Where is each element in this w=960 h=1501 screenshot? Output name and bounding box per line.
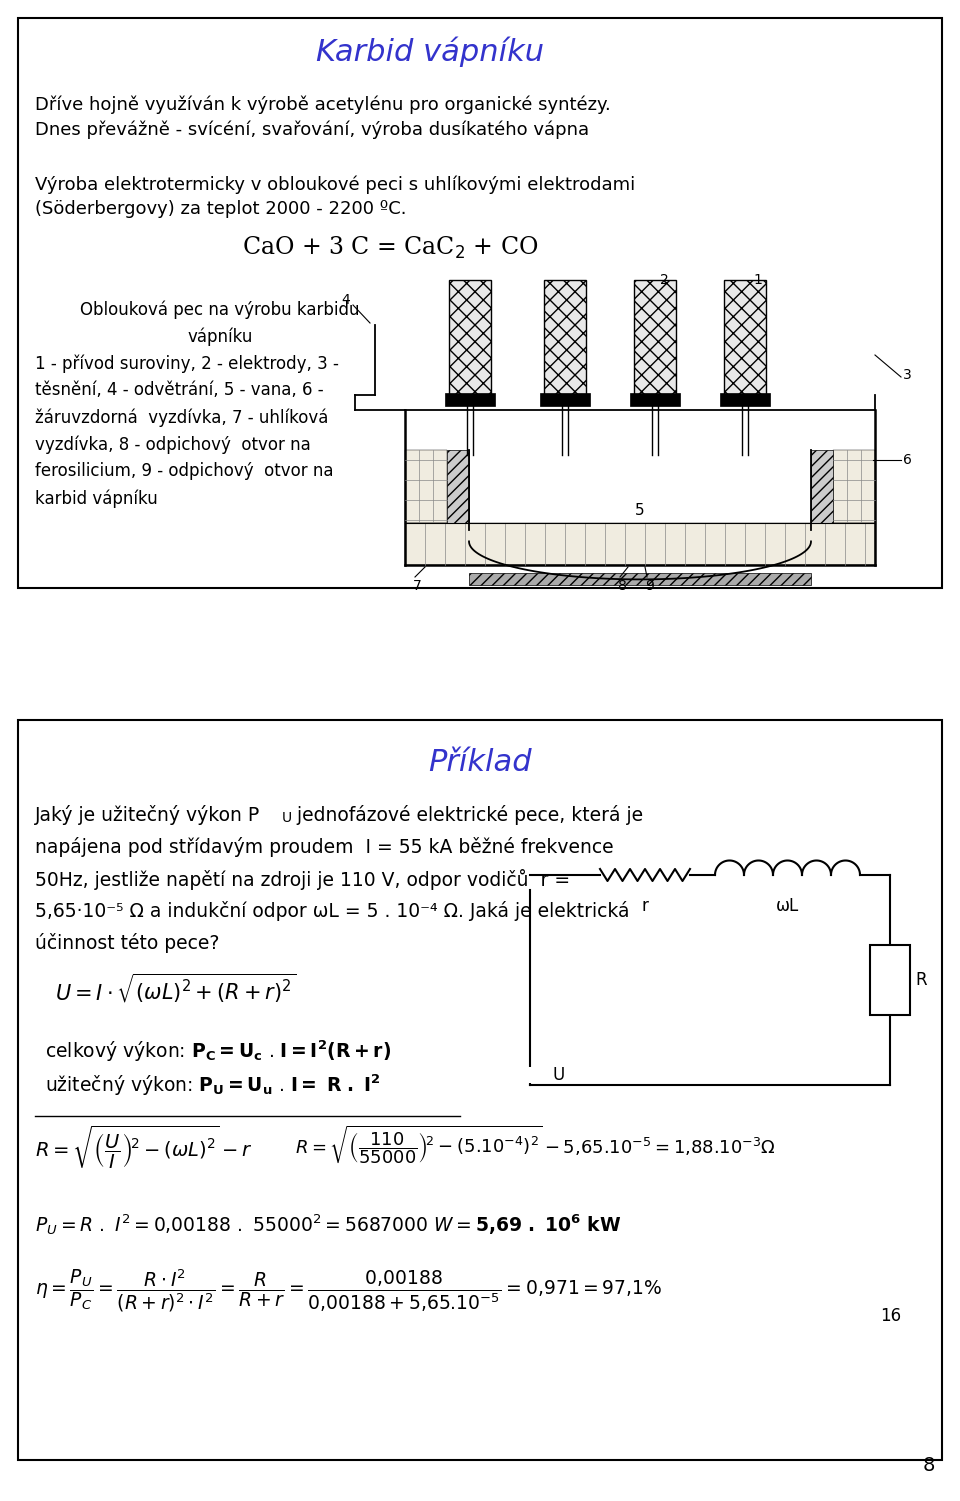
Text: 9: 9	[645, 579, 654, 593]
Text: U: U	[552, 1066, 564, 1084]
Text: R: R	[915, 971, 926, 989]
Text: 2: 2	[660, 273, 669, 287]
Text: napájena pod střídavým proudem  I = 55 kA běžné frekvence: napájena pod střídavým proudem I = 55 kA…	[35, 838, 613, 857]
Text: ωL: ωL	[776, 898, 799, 916]
Text: účinnost této pece?: účinnost této pece?	[35, 934, 220, 953]
Circle shape	[623, 593, 633, 602]
Text: 1: 1	[753, 273, 762, 287]
Bar	[405, 450, 447, 522]
Bar	[469, 573, 811, 585]
Text: $R = \sqrt{\left(\dfrac{U}{I}\right)^{\!2} - \left(\omega L\right)^2} - r$: $R = \sqrt{\left(\dfrac{U}{I}\right)^{\!…	[35, 1124, 252, 1171]
Text: 3: 3	[903, 368, 912, 381]
Text: Karbid vápníku: Karbid vápníku	[316, 36, 544, 68]
Bar	[634, 281, 676, 399]
Text: r: r	[641, 898, 648, 916]
Text: 8: 8	[618, 579, 627, 593]
Text: U: U	[282, 811, 292, 826]
Circle shape	[523, 1069, 537, 1082]
Text: ferosilicium, 9 - odpichový  otvor na: ferosilicium, 9 - odpichový otvor na	[35, 462, 333, 480]
Text: $U = I \cdot \sqrt{\left(\omega L\right)^2 + \left(R + r\right)^2}$: $U = I \cdot \sqrt{\left(\omega L\right)…	[55, 971, 297, 1004]
Text: (Söderbergovy) za teplot 2000 - 2200 ºC.: (Söderbergovy) za teplot 2000 - 2200 ºC.	[35, 200, 406, 218]
Text: celkový výkon: $\mathbf{P_C = U_c}$ . $\mathbf{I = I^2 (R + r)}$: celkový výkon: $\mathbf{P_C = U_c}$ . $\…	[45, 1039, 391, 1064]
Text: 6: 6	[903, 453, 912, 467]
Bar	[18, 18, 942, 588]
Text: karbid vápníku: karbid vápníku	[35, 489, 157, 507]
Text: 8: 8	[923, 1456, 935, 1475]
Text: Příklad: Příklad	[428, 747, 532, 776]
Bar	[630, 393, 680, 405]
Bar	[447, 450, 469, 522]
Text: žáruvzdorná  vyzdívka, 7 - uhlíková: žáruvzdorná vyzdívka, 7 - uhlíková	[35, 408, 328, 426]
Text: 50Hz, jestliže napětí na zdroji je 110 V, odpor vodičů  r =: 50Hz, jestliže napětí na zdroji je 110 V…	[35, 869, 570, 890]
Text: $R = \sqrt{\left(\dfrac{110}{55000}\right)^{\!2} - \left(5.10^{-4}\right)^2} - 5: $R = \sqrt{\left(\dfrac{110}{55000}\righ…	[295, 1124, 776, 1166]
Bar	[544, 281, 586, 399]
Text: Oblouková pec na výrobu karbidu: Oblouková pec na výrobu karbidu	[81, 300, 360, 318]
Bar	[720, 393, 770, 405]
Text: 4: 4	[341, 293, 350, 308]
Text: vápníku: vápníku	[187, 327, 252, 345]
Text: vyzdívka, 8 - odpichový  otvor na: vyzdívka, 8 - odpichový otvor na	[35, 435, 311, 453]
Bar	[540, 393, 590, 405]
Text: Výroba elektrotermicky v obloukové peci s uhlíkovými elektrodami: Výroba elektrotermicky v obloukové peci …	[35, 176, 636, 194]
Text: $P_U = R \ . \ I^2 = 0{,}00188 \ . \ 55000^2 = 5687000 \ W = \mathbf{5{,}69 \ . : $P_U = R \ . \ I^2 = 0{,}00188 \ . \ 550…	[35, 1211, 621, 1237]
Text: 7: 7	[413, 579, 421, 593]
Text: užitečný výkon: $\mathbf{P_U = U_u}$ . $\mathbf{I = \ R \ . \ I^2}$: užitečný výkon: $\mathbf{P_U = U_u}$ . $…	[45, 1073, 381, 1099]
Bar	[449, 281, 491, 399]
Text: jednofázové elektrické pece, která je: jednofázové elektrické pece, která je	[291, 805, 643, 826]
Text: CaO + 3 C = CaC$_2$ + CO: CaO + 3 C = CaC$_2$ + CO	[242, 234, 539, 261]
Bar	[870, 946, 910, 1015]
Bar	[724, 281, 766, 399]
Text: Jaký je užitečný výkon P: Jaký je užitečný výkon P	[35, 805, 260, 826]
Text: 16: 16	[880, 1307, 901, 1325]
Text: těsnění, 4 - odvětrání, 5 - vana, 6 -: těsnění, 4 - odvětrání, 5 - vana, 6 -	[35, 381, 324, 399]
Text: $\eta = \dfrac{P_U}{P_C} = \dfrac{R \cdot I^2}{\left(R+r\right)^2 \cdot I^2} = \: $\eta = \dfrac{P_U}{P_C} = \dfrac{R \cdo…	[35, 1267, 662, 1313]
Text: 5: 5	[636, 503, 645, 518]
Circle shape	[637, 593, 647, 602]
Bar	[18, 720, 942, 1460]
Text: Dříve hojně využíván k výrobě acetylénu pro organické syntézy.: Dříve hojně využíván k výrobě acetylénu …	[35, 95, 611, 114]
Text: 1 - přívod suroviny, 2 - elektrody, 3 -: 1 - přívod suroviny, 2 - elektrody, 3 -	[35, 354, 339, 372]
Bar	[405, 522, 875, 564]
Text: 5,65·10⁻⁵ Ω a indukční odpor ωL = 5 . 10⁻⁴ Ω. Jaká je elektrická: 5,65·10⁻⁵ Ω a indukční odpor ωL = 5 . 10…	[35, 901, 630, 922]
Bar	[445, 393, 495, 405]
Bar	[811, 450, 833, 522]
Bar	[833, 450, 875, 522]
Text: Dnes převážně - svícéní, svařování, výroba dusíkatého vápna: Dnes převážně - svícéní, svařování, výro…	[35, 120, 589, 138]
